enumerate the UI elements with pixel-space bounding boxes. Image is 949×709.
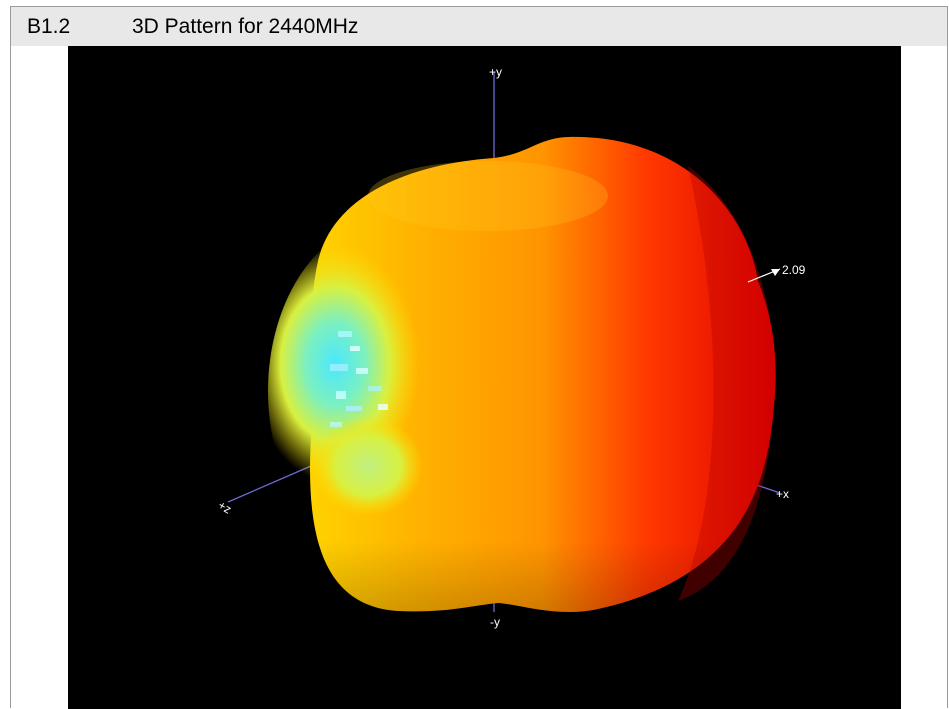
3d-pattern-viewport: +y -y +z +x 2.09 xyxy=(68,46,901,709)
max-gain-label: 2.09 xyxy=(782,263,806,277)
axis-label-x-pos: +x xyxy=(776,487,789,501)
section-title: 3D Pattern for 2440MHz xyxy=(132,15,359,38)
radiation-pattern-svg: +y -y +z +x 2.09 xyxy=(216,65,806,629)
section-number: B1.2 xyxy=(27,15,71,38)
gain-marker-arrow xyxy=(771,269,780,276)
section-heading: B1.2 3D Pattern for 2440MHz xyxy=(11,7,947,46)
axis-label-z-pos: +z xyxy=(216,498,234,517)
axis-label-y-neg: -y xyxy=(490,615,500,629)
document-section: B1.2 3D Pattern for 2440MHz xyxy=(10,6,948,709)
axis-label-y-pos: +y xyxy=(489,65,502,79)
body-shade xyxy=(310,136,776,613)
